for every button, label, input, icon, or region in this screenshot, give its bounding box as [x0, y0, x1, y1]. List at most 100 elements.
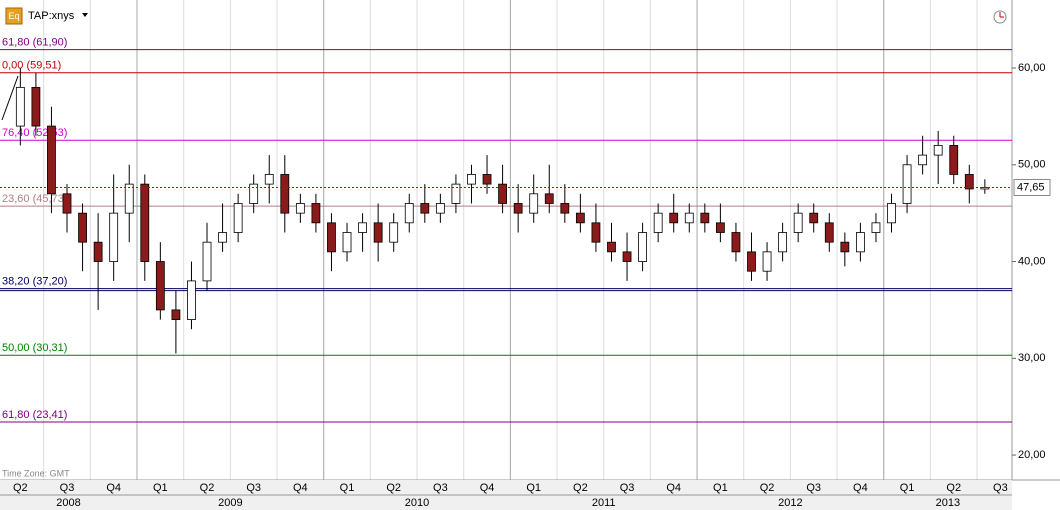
- candle-body: [218, 232, 227, 243]
- candle-body: [15, 86, 25, 127]
- candle-body: [902, 164, 912, 204]
- x-tick-label: Q3: [246, 482, 261, 494]
- candle-body: [327, 222, 336, 253]
- candle-body: [529, 193, 539, 214]
- y-tick-label: 30,00: [1018, 352, 1046, 364]
- candle-body: [451, 183, 461, 204]
- candle-body: [964, 174, 974, 190]
- x-tick-label: Q1: [340, 482, 355, 494]
- x-tick-label: Q4: [106, 482, 121, 494]
- candle-body: [31, 86, 41, 127]
- x-tick-label: Q2: [200, 482, 215, 494]
- candle-body: [544, 193, 554, 204]
- candle-body: [607, 241, 616, 253]
- x-tick-label: Q4: [480, 482, 495, 494]
- candle-body: [280, 174, 290, 214]
- candle-body: [824, 222, 834, 243]
- candle-body: [700, 212, 710, 224]
- candle-body: [715, 222, 725, 233]
- candle-body: [933, 145, 943, 156]
- x-tick-label: Q2: [13, 482, 28, 494]
- x-tick-label: Q4: [293, 482, 308, 494]
- candle-body: [498, 183, 507, 204]
- level-label: 23,60 (45,73): [2, 193, 67, 205]
- candle-body: [295, 203, 305, 214]
- candle-body: [342, 232, 352, 253]
- candle-body: [389, 222, 399, 243]
- candle-body: [420, 203, 430, 214]
- level-label: 61,80 (23,41): [2, 409, 67, 421]
- candle-body: [202, 241, 212, 282]
- candle-body: [575, 212, 585, 224]
- icon-label: Eq: [8, 11, 19, 21]
- y-tick-label: 50,00: [1018, 159, 1046, 171]
- candle-body: [778, 232, 788, 253]
- candle-body: [78, 212, 87, 243]
- candle-body: [124, 183, 134, 214]
- candle-body: [249, 183, 259, 204]
- x-tick-label: Q4: [666, 482, 681, 494]
- candle-body: [871, 222, 881, 233]
- year-label: 2012: [778, 497, 802, 509]
- x-tick-label: Q2: [760, 482, 775, 494]
- candle-body: [171, 309, 181, 320]
- year-label: 2008: [56, 497, 80, 509]
- candle-body: [109, 212, 119, 262]
- candle-body: [622, 251, 632, 262]
- x-tick-label: Q1: [900, 482, 915, 494]
- x-tick-label: Q2: [573, 482, 588, 494]
- x-tick-label: Q2: [386, 482, 401, 494]
- x-tick-label: Q1: [153, 482, 168, 494]
- candle-body: [560, 203, 570, 214]
- candle-body: [62, 193, 72, 214]
- candle-body: [793, 212, 803, 233]
- y-tick-label: 40,00: [1018, 255, 1046, 267]
- candle-body: [918, 154, 928, 166]
- trend-line: [1, 75, 19, 121]
- candle-body: [591, 222, 601, 243]
- candle-body: [155, 261, 165, 311]
- x-tick-label: Q1: [526, 482, 541, 494]
- level-label: 76,40 (52,53): [2, 127, 67, 139]
- symbol[interactable]: TAP:xnys: [28, 10, 75, 22]
- x-tick-label: Q3: [806, 482, 821, 494]
- y-tick-label: 20,00: [1018, 449, 1046, 461]
- level-label: 38,20 (37,20): [2, 276, 67, 288]
- level-label: 61,80 (61,90): [2, 37, 67, 49]
- year-label: 2009: [218, 497, 242, 509]
- candle-body: [653, 212, 663, 233]
- candle-body: [747, 251, 756, 272]
- candle-body: [731, 232, 741, 253]
- year-label: 2013: [936, 497, 960, 509]
- candle-body: [140, 183, 150, 262]
- candle-body: [638, 232, 648, 262]
- candle-body: [513, 203, 523, 214]
- candle-body: [47, 125, 56, 195]
- candle-body: [187, 280, 196, 320]
- x-tick-label: Q3: [620, 482, 635, 494]
- dropdown-arrow[interactable]: [82, 13, 88, 17]
- candle-body: [684, 212, 694, 224]
- level-label: 50,00 (30,31): [2, 342, 67, 354]
- x-tick-label: Q3: [433, 482, 448, 494]
- year-label: 2011: [592, 497, 616, 509]
- candle-body: [840, 241, 850, 253]
- candle-body: [809, 212, 819, 224]
- symbol-icon[interactable]: [5, 7, 23, 25]
- candle-body: [311, 203, 321, 224]
- candle-body: [762, 251, 772, 272]
- candle-body: [467, 174, 476, 185]
- x-tick-label: Q3: [60, 482, 75, 494]
- candle-body: [233, 203, 243, 233]
- candle-body: [358, 222, 367, 233]
- candle-body: [93, 241, 103, 262]
- y-tick-label: 60,00: [1018, 62, 1046, 74]
- candle-body: [264, 174, 274, 185]
- x-tick-label: Q3: [993, 482, 1008, 494]
- candle-body: [669, 212, 679, 224]
- x-tick-label: Q2: [946, 482, 961, 494]
- year-label: 2010: [405, 497, 429, 509]
- clock-hands: [999, 12, 1004, 18]
